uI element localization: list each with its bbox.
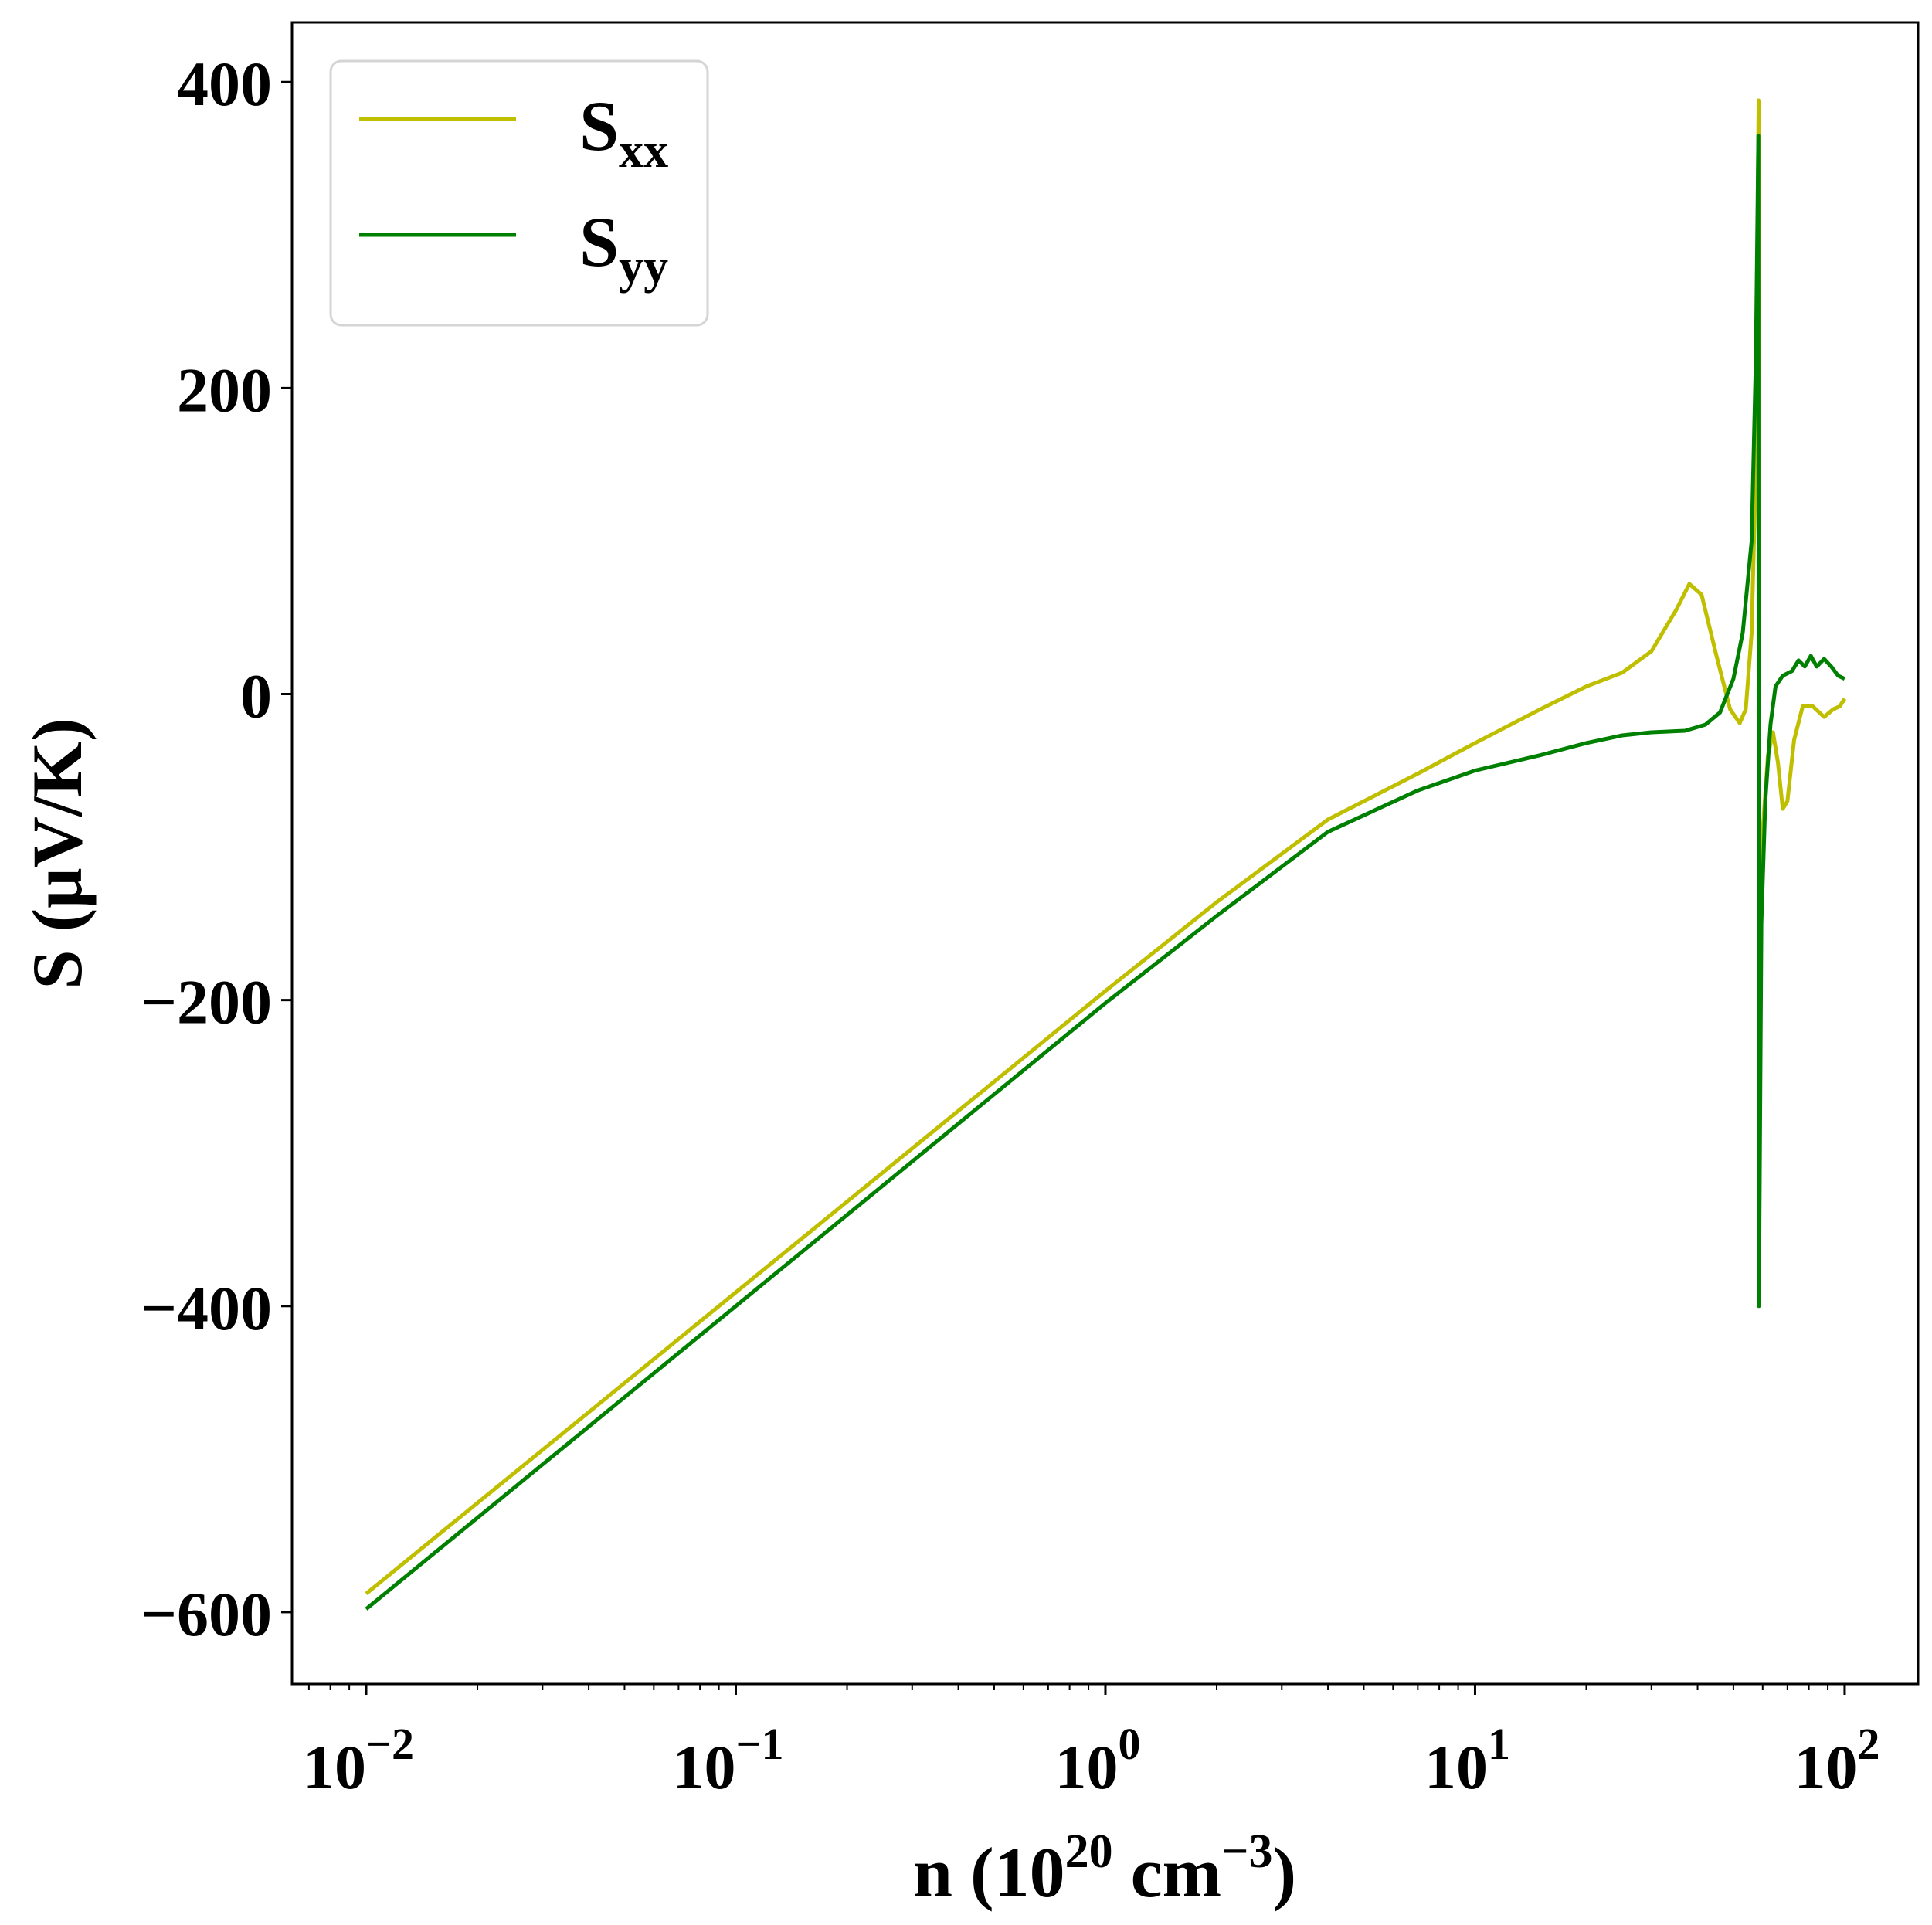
x-label-sup: 20 [1065, 1825, 1113, 1878]
legend-box [329, 59, 709, 327]
series-line-Sxx [365, 98, 1847, 1596]
legend-label-main: S [579, 87, 619, 165]
x-tick-label: 10−1 [672, 1719, 783, 1802]
x-tick-base: 10 [1424, 1732, 1488, 1802]
x-tick-label: 100 [1054, 1719, 1140, 1802]
x-label-unit: cm [1113, 1833, 1221, 1912]
x-tick-base: 10 [1794, 1732, 1857, 1802]
x-tick-label: 102 [1794, 1719, 1879, 1802]
y-axis-label: S (μV/K) [18, 718, 97, 989]
y-tick-label: −200 [141, 967, 272, 1037]
legend-label-main: S [579, 202, 619, 281]
x-tick-base: 10 [672, 1732, 735, 1802]
y-tick-label: 400 [177, 49, 272, 119]
x-tick-base: 10 [1054, 1732, 1118, 1802]
legend-label: Syy [579, 202, 668, 294]
x-tick-base: 10 [303, 1732, 366, 1802]
series-line-Syy [365, 134, 1845, 1611]
x-tick-exp: 2 [1857, 1719, 1879, 1769]
x-tick-exp: −2 [366, 1719, 414, 1769]
legend-label: Sxx [579, 87, 668, 178]
x-tick-exp: 1 [1488, 1719, 1510, 1769]
y-tick-label: 0 [240, 661, 272, 732]
x-label-unit-sup: −3 [1221, 1825, 1272, 1878]
x-axis-label: n (1020 cm−3) [913, 1825, 1296, 1912]
x-tick-exp: −1 [735, 1719, 783, 1769]
y-tick-label: −400 [141, 1273, 272, 1343]
y-tick-label: −600 [141, 1579, 272, 1649]
y-tick-label: 200 [177, 355, 272, 425]
x-tick-label: 101 [1424, 1719, 1510, 1802]
x-tick-label: 10−2 [303, 1719, 414, 1802]
legend-label-sub: yy [619, 239, 668, 294]
legend-label-sub: xx [619, 123, 668, 178]
x-label-close: ) [1273, 1833, 1297, 1912]
x-tick-exp: 0 [1118, 1719, 1140, 1769]
x-label-main: n (10 [913, 1833, 1065, 1912]
